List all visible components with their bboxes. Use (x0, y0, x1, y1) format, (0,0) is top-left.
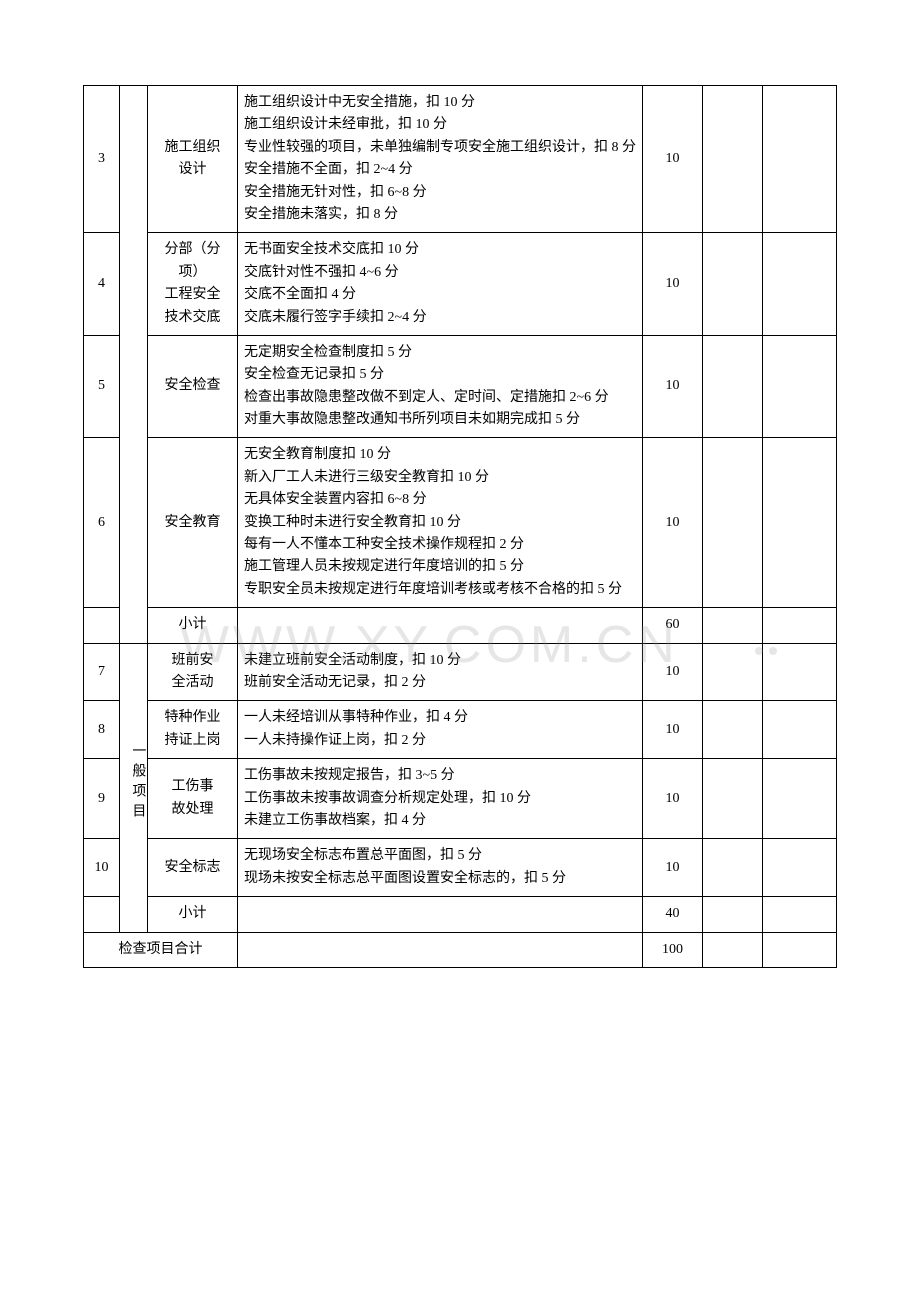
total-row: 检查项目合计 100 (84, 932, 837, 967)
empty-cell (703, 643, 763, 701)
item-name: 施工组织 设计 (148, 86, 238, 233)
subtotal-score: 40 (643, 897, 703, 932)
row-index: 4 (84, 233, 120, 336)
empty-cell (238, 608, 643, 643)
row-index: 8 (84, 701, 120, 759)
empty-cell (703, 233, 763, 336)
row-index: 6 (84, 438, 120, 608)
item-name: 分部（分项） 工程安全 技术交底 (148, 233, 238, 336)
item-score: 10 (643, 335, 703, 438)
empty-cell (238, 897, 643, 932)
item-name: 班前安 全活动 (148, 643, 238, 701)
item-desc: 工伤事故未按规定报告，扣 3~5 分 工伤事故未按事故调查分析规定处理，扣 10… (238, 759, 643, 839)
table-row: 10 安全标志 无现场安全标志布置总平面图，扣 5 分 现场未按安全标志总平面图… (84, 839, 837, 897)
empty-cell (763, 701, 837, 759)
table-row: 7 一般项目 班前安 全活动 未建立班前安全活动制度，扣 10 分 班前安全活动… (84, 643, 837, 701)
table-row: 8 特种作业 持证上岗 一人未经培训从事特种作业，扣 4 分 一人未持操作证上岗… (84, 701, 837, 759)
row-index: 3 (84, 86, 120, 233)
item-desc: 无安全教育制度扣 10 分 新入厂工人未进行三级安全教育扣 10 分 无具体安全… (238, 438, 643, 608)
item-name: 工伤事 故处理 (148, 759, 238, 839)
document-page: WWW.XY.COM.CN 3 施工组织 设计 施工组织设计中无安全措施，扣 1… (0, 0, 920, 1302)
empty-cell (238, 932, 643, 967)
item-desc: 无书面安全技术交底扣 10 分 交底针对性不强扣 4~6 分 交底不全面扣 4 … (238, 233, 643, 336)
item-desc: 无定期安全检查制度扣 5 分 安全检查无记录扣 5 分 检查出事故隐患整改做不到… (238, 335, 643, 438)
table-row: 5 安全检查 无定期安全检查制度扣 5 分 安全检查无记录扣 5 分 检查出事故… (84, 335, 837, 438)
inspection-table: 3 施工组织 设计 施工组织设计中无安全措施，扣 10 分 施工组织设计未经审批… (83, 85, 837, 968)
empty-cell (763, 86, 837, 233)
empty-cell (763, 438, 837, 608)
empty-cell (703, 86, 763, 233)
empty-cell (763, 839, 837, 897)
item-desc: 无现场安全标志布置总平面图，扣 5 分 现场未按安全标志总平面图设置安全标志的，… (238, 839, 643, 897)
empty-cell (84, 608, 120, 643)
empty-cell (703, 897, 763, 932)
table-row: 9 工伤事 故处理 工伤事故未按规定报告，扣 3~5 分 工伤事故未按事故调查分… (84, 759, 837, 839)
row-index: 10 (84, 839, 120, 897)
item-name: 安全标志 (148, 839, 238, 897)
empty-cell (763, 643, 837, 701)
empty-cell (763, 608, 837, 643)
empty-cell (763, 897, 837, 932)
category-cell-upper (120, 86, 148, 644)
subtotal-label: 小计 (148, 897, 238, 932)
subtotal-label: 小计 (148, 608, 238, 643)
empty-cell (703, 335, 763, 438)
item-name: 特种作业 持证上岗 (148, 701, 238, 759)
table-row: 6 安全教育 无安全教育制度扣 10 分 新入厂工人未进行三级安全教育扣 10 … (84, 438, 837, 608)
item-score: 10 (643, 701, 703, 759)
empty-cell (763, 759, 837, 839)
subtotal-row: 小计 60 (84, 608, 837, 643)
item-name: 安全检查 (148, 335, 238, 438)
empty-cell (703, 932, 763, 967)
total-score: 100 (643, 932, 703, 967)
subtotal-score: 60 (643, 608, 703, 643)
item-score: 10 (643, 233, 703, 336)
item-desc: 施工组织设计中无安全措施，扣 10 分 施工组织设计未经审批，扣 10 分 专业… (238, 86, 643, 233)
table-row: 3 施工组织 设计 施工组织设计中无安全措施，扣 10 分 施工组织设计未经审批… (84, 86, 837, 233)
item-desc: 未建立班前安全活动制度，扣 10 分 班前安全活动无记录，扣 2 分 (238, 643, 643, 701)
empty-cell (84, 897, 120, 932)
category-cell-general: 一般项目 (120, 643, 148, 932)
row-index: 5 (84, 335, 120, 438)
total-label: 检查项目合计 (84, 932, 238, 967)
empty-cell (703, 839, 763, 897)
empty-cell (763, 233, 837, 336)
empty-cell (763, 335, 837, 438)
item-desc: 一人未经培训从事特种作业，扣 4 分 一人未持操作证上岗，扣 2 分 (238, 701, 643, 759)
item-score: 10 (643, 839, 703, 897)
empty-cell (763, 932, 837, 967)
row-index: 7 (84, 643, 120, 701)
item-score: 10 (643, 86, 703, 233)
table-row: 4 分部（分项） 工程安全 技术交底 无书面安全技术交底扣 10 分 交底针对性… (84, 233, 837, 336)
empty-cell (703, 701, 763, 759)
empty-cell (703, 608, 763, 643)
empty-cell (703, 759, 763, 839)
empty-cell (703, 438, 763, 608)
item-score: 10 (643, 438, 703, 608)
item-score: 10 (643, 759, 703, 839)
category-label: 一般项目 (126, 743, 148, 823)
item-name: 安全教育 (148, 438, 238, 608)
subtotal-row: 小计 40 (84, 897, 837, 932)
row-index: 9 (84, 759, 120, 839)
item-score: 10 (643, 643, 703, 701)
